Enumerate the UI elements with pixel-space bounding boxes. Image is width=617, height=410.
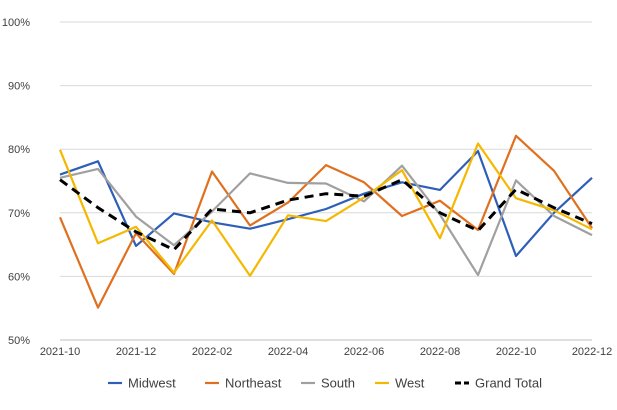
x-tick-label: 2022-06 [344,346,384,358]
x-tick-label: 2021-10 [40,346,80,358]
x-tick-label: 2022-10 [496,346,536,358]
legend-label: Northeast [225,376,282,391]
y-tick-label: 50% [8,335,30,347]
series-line-west [58,142,593,277]
series-line-grand-total [59,178,593,252]
y-tick-label: 90% [8,81,30,93]
y-tick-label: 100% [2,17,30,29]
axes: 50% 60% 70% 80% 90% 100% 2021-10 2021-12 2022-02… [2,17,612,358]
series-line-northeast [58,134,593,309]
y-tick-label: 70% [8,208,30,220]
x-tick-label: 2022-08 [420,346,460,358]
x-tick-label: 2022-02 [192,346,232,358]
legend-label: Grand Total [475,376,542,391]
legend: Midwest Northeast South West Grand Total [108,376,542,391]
x-tick-label: 2022-12 [572,346,612,358]
legend-label: West [395,376,425,391]
series-lines [58,134,593,309]
y-tick-label: 80% [8,144,30,156]
y-tick-label: 60% [8,271,30,283]
legend-label: South [321,376,355,391]
series-line-south [59,164,593,277]
x-tick-label: 2021-12 [116,346,156,358]
gridlines [60,21,592,341]
legend-label: Midwest [128,376,176,391]
x-tick-label: 2022-04 [268,346,308,358]
series-line-midwest [59,150,593,258]
